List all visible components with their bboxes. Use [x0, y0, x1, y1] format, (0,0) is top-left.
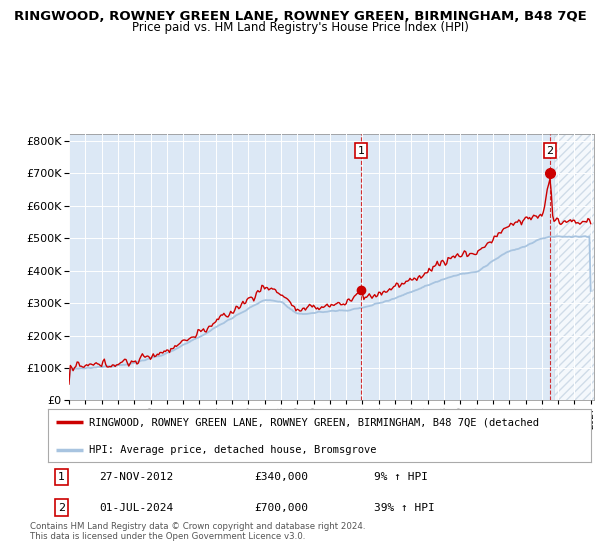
Text: 27-NOV-2012: 27-NOV-2012 [100, 472, 174, 482]
Text: 1: 1 [358, 146, 365, 156]
Text: £700,000: £700,000 [254, 503, 308, 512]
Text: 39% ↑ HPI: 39% ↑ HPI [374, 503, 434, 512]
Text: 2: 2 [547, 146, 554, 156]
Text: RINGWOOD, ROWNEY GREEN LANE, ROWNEY GREEN, BIRMINGHAM, B48 7QE: RINGWOOD, ROWNEY GREEN LANE, ROWNEY GREE… [14, 10, 586, 23]
Bar [554, 134, 594, 400]
Text: 9% ↑ HPI: 9% ↑ HPI [374, 472, 428, 482]
Text: 01-JUL-2024: 01-JUL-2024 [100, 503, 174, 512]
Text: Contains HM Land Registry data © Crown copyright and database right 2024.
This d: Contains HM Land Registry data © Crown c… [30, 522, 365, 542]
Text: Price paid vs. HM Land Registry's House Price Index (HPI): Price paid vs. HM Land Registry's House … [131, 21, 469, 34]
Text: RINGWOOD, ROWNEY GREEN LANE, ROWNEY GREEN, BIRMINGHAM, B48 7QE (detached: RINGWOOD, ROWNEY GREEN LANE, ROWNEY GREE… [89, 417, 539, 427]
Text: £340,000: £340,000 [254, 472, 308, 482]
Text: 1: 1 [58, 472, 65, 482]
Text: HPI: Average price, detached house, Bromsgrove: HPI: Average price, detached house, Brom… [89, 445, 376, 455]
Bar [554, 134, 594, 400]
Text: 2: 2 [58, 503, 65, 512]
